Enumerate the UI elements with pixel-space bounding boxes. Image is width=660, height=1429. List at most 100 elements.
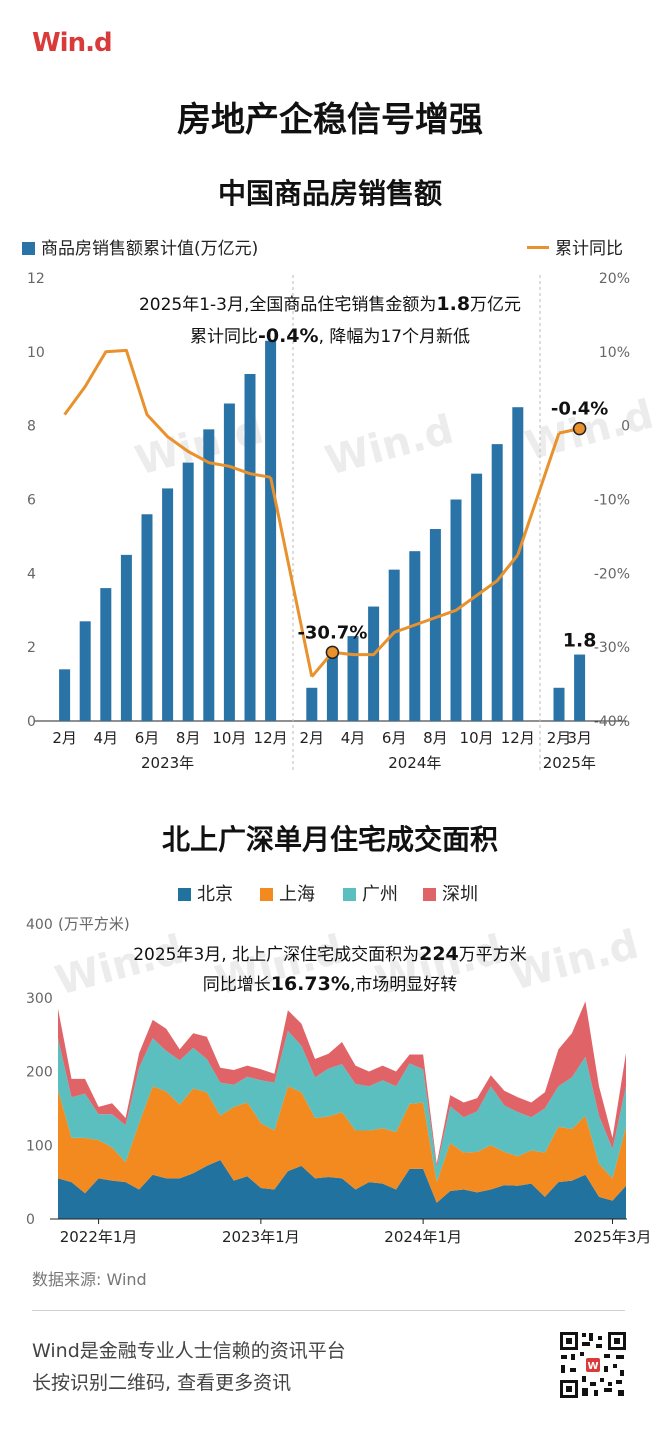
legend-label: 深圳 bbox=[442, 884, 478, 905]
annot2-text-a: 累计同比 bbox=[189, 327, 258, 347]
legend-bar-label: 商品房销售额累计值(万亿元) bbox=[41, 239, 259, 259]
svg-text:W: W bbox=[587, 1361, 598, 1372]
sales-bar bbox=[141, 514, 153, 721]
chart2-unit-label: (万平方米) bbox=[58, 915, 130, 933]
annot4-text-a: 同比增长 bbox=[202, 975, 271, 995]
y-tick: 400 bbox=[26, 917, 53, 933]
x-tick-label: 3月 bbox=[567, 729, 592, 747]
sales-bar bbox=[265, 340, 277, 721]
x-tick-label: 8月 bbox=[176, 729, 201, 747]
qr-code-icon[interactable]: W bbox=[558, 1330, 628, 1400]
y-right-tick: -20% bbox=[594, 566, 630, 582]
annot2-text-b: , 降幅为17个月新低 bbox=[318, 327, 471, 347]
x-tick-label: 12月 bbox=[254, 729, 288, 747]
y-tick: 200 bbox=[26, 1065, 53, 1081]
sales-bar bbox=[347, 636, 359, 721]
sales-bar bbox=[553, 687, 565, 721]
yoy-marker-2025-03 bbox=[572, 421, 587, 436]
annot3-value: 224 bbox=[419, 943, 459, 965]
x-tick-label: 4月 bbox=[341, 729, 366, 747]
legend-item: 上海 bbox=[260, 880, 315, 906]
chart1-annotation-line2: 累计同比-0.4%, 降幅为17个月新低 bbox=[0, 322, 660, 347]
y-tick: 100 bbox=[26, 1138, 53, 1154]
sales-bar bbox=[409, 551, 421, 721]
page-title: 房地产企稳信号增强 bbox=[177, 100, 483, 140]
legend-swatch bbox=[423, 888, 436, 901]
annot4-text-b: ,市场明显好转 bbox=[349, 975, 458, 995]
annot2-value: -0.4% bbox=[257, 325, 319, 347]
y-left-tick: 0 bbox=[27, 714, 36, 730]
sales-bar bbox=[223, 403, 235, 721]
x-tick-label: 6月 bbox=[382, 729, 407, 747]
x-tick-label: 10月 bbox=[460, 729, 494, 747]
x-tick-label: 8月 bbox=[423, 729, 448, 747]
legend-item: 深圳 bbox=[423, 880, 478, 906]
x-tick-label: 10月 bbox=[212, 729, 246, 747]
legend-line-swatch bbox=[527, 246, 549, 249]
y-tick: 0 bbox=[26, 1212, 35, 1228]
sales-bar bbox=[100, 588, 112, 721]
x-tick-label: 2月 bbox=[547, 729, 572, 747]
x-tick-label: 12月 bbox=[501, 729, 535, 747]
sales-bar bbox=[429, 529, 441, 721]
sales-bar bbox=[512, 407, 524, 721]
y-right-tick: 10% bbox=[599, 345, 630, 361]
x-tick-label: 2月 bbox=[300, 729, 325, 747]
sales-bar bbox=[574, 654, 586, 721]
y-right-tick: 0 bbox=[621, 419, 630, 435]
x-tick-label: 6月 bbox=[135, 729, 160, 747]
sales-bar bbox=[244, 373, 256, 721]
y-left-tick: 12 bbox=[27, 271, 45, 287]
y-left-tick: 6 bbox=[27, 493, 36, 509]
chart2-title: 北上广深单月住宅成交面积 bbox=[161, 823, 498, 856]
area-2 bbox=[58, 1030, 626, 1183]
annot1-text-b: 万亿元 bbox=[470, 295, 522, 315]
yoy-marker-2024-03 bbox=[325, 645, 340, 660]
x-year-label: 2024年 bbox=[388, 754, 441, 772]
y-left-tick: 10 bbox=[27, 345, 45, 361]
legend-swatch bbox=[260, 888, 273, 901]
footer-qr-hint: 长按识别二维码, 查看更多资讯 bbox=[32, 1372, 292, 1394]
watermark-1: Win.d bbox=[321, 407, 459, 485]
data-label-yoy-2025-03: -0.4% bbox=[551, 399, 608, 420]
chart2-svg: Win.d Win.d Win.dWin.d01002003004002022年1月… bbox=[26, 917, 652, 1246]
legend-swatch bbox=[343, 888, 356, 901]
chart1-annotation-line1: 2025年1-3月,全国商品住宅销售金额为1.8万亿元 bbox=[0, 290, 660, 315]
x-year-label: 2025年 bbox=[543, 754, 596, 772]
legend-line-label: 累计同比 bbox=[555, 239, 623, 259]
y-right-tick: -10% bbox=[594, 493, 630, 509]
x-tick-label: 2022年1月 bbox=[60, 1228, 138, 1246]
data-source: 数据来源: Wind bbox=[32, 1270, 147, 1289]
y-right-tick: -40% bbox=[594, 714, 630, 730]
x-tick-label: 2025年3月 bbox=[574, 1228, 652, 1246]
y-tick: 300 bbox=[26, 991, 53, 1007]
sales-bar bbox=[306, 687, 318, 721]
data-label-yoy-2024-03: -30.7% bbox=[297, 622, 367, 643]
chart1-legend-line: 累计同比 bbox=[527, 234, 623, 259]
legend-item: 广州 bbox=[343, 880, 398, 906]
annot3-text-b: 万平方米 bbox=[458, 945, 527, 965]
x-year-label: 2023年 bbox=[141, 754, 194, 772]
footer-divider bbox=[32, 1310, 625, 1311]
sales-bar bbox=[79, 621, 91, 721]
legend-label: 广州 bbox=[362, 884, 398, 905]
legend-label: 上海 bbox=[279, 884, 315, 905]
sales-bar bbox=[120, 554, 132, 721]
wind-logo: Win.d bbox=[32, 28, 113, 58]
chart1-title: 中国商品房销售额 bbox=[217, 177, 442, 210]
area-0 bbox=[58, 1160, 626, 1219]
annot1-text-a: 2025年1-3月,全国商品住宅销售金额为 bbox=[138, 295, 437, 315]
sales-bar bbox=[203, 429, 215, 721]
chart2-legend: 北京 上海 广州 深圳 bbox=[0, 880, 660, 906]
x-tick-label: 4月 bbox=[94, 729, 119, 747]
sales-bar bbox=[326, 650, 338, 721]
sales-bar bbox=[59, 669, 71, 721]
area-1 bbox=[58, 1086, 626, 1203]
sales-bar bbox=[162, 488, 174, 721]
chart2-annotation-line1: 2025年3月, 北上广深住宅成交面积为224万平方米 bbox=[0, 940, 660, 965]
footer-tagline: Wind是金融专业人士信赖的资讯平台 bbox=[32, 1340, 346, 1362]
sales-bar bbox=[182, 462, 194, 721]
area-3 bbox=[58, 1001, 626, 1168]
legend-bar-swatch bbox=[22, 242, 35, 255]
y-left-tick: 4 bbox=[27, 566, 36, 582]
